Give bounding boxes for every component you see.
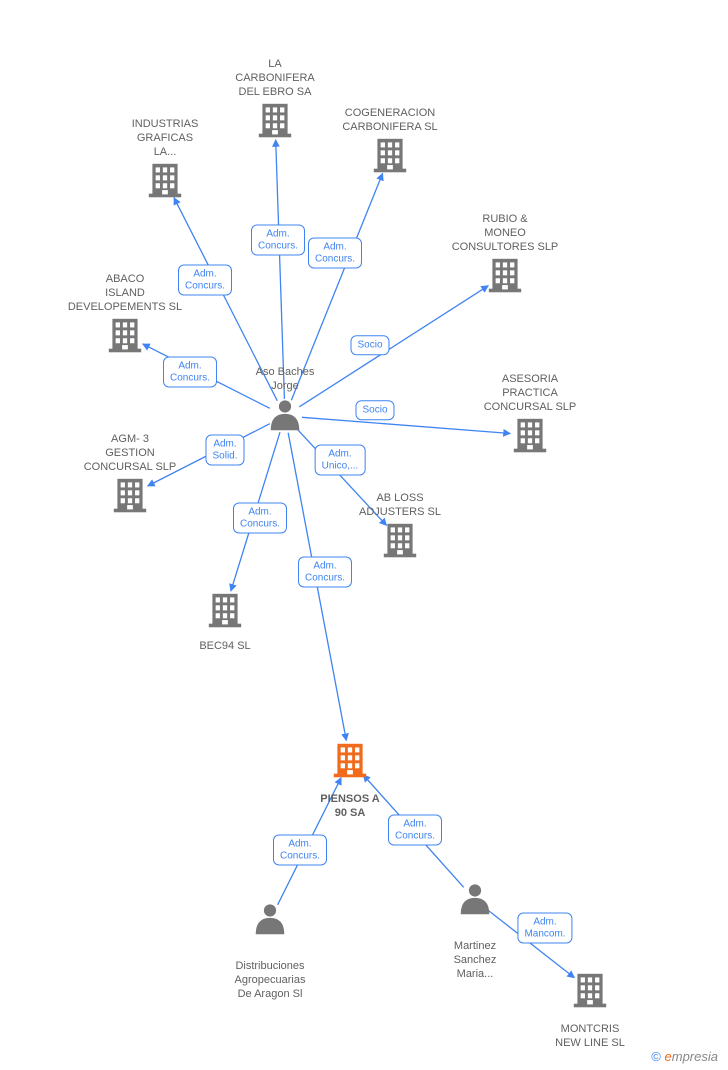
edge-line <box>231 432 280 591</box>
person-icon <box>461 884 490 914</box>
edge-line <box>302 417 510 433</box>
building-icon <box>114 479 146 512</box>
edge-line <box>291 173 382 400</box>
building-icon <box>514 419 546 452</box>
edge-line <box>143 344 270 408</box>
building-icon <box>489 259 521 292</box>
building-icon <box>374 139 406 172</box>
building-icon <box>209 594 241 627</box>
brand-e: e <box>665 1049 672 1064</box>
building-icon <box>334 744 366 777</box>
watermark: © empresia <box>651 1049 718 1064</box>
person-icon <box>271 400 300 430</box>
building-icon <box>259 104 291 137</box>
edge-line <box>488 910 574 977</box>
edge-line <box>299 286 488 407</box>
building-icon <box>574 974 606 1007</box>
building-icon <box>109 319 141 352</box>
edge-line <box>276 140 285 399</box>
edge-line <box>148 424 270 486</box>
edge-line <box>278 778 342 905</box>
edge-line <box>288 433 346 741</box>
copyright-symbol: © <box>651 1049 661 1064</box>
edge-line <box>174 198 277 401</box>
edge-line <box>297 428 387 525</box>
diagram-canvas <box>0 0 728 1070</box>
brand-rest: mpresia <box>672 1049 718 1064</box>
person-icon <box>256 904 285 934</box>
building-icon <box>384 524 416 557</box>
edge-line <box>363 775 463 888</box>
building-icon <box>149 164 181 197</box>
